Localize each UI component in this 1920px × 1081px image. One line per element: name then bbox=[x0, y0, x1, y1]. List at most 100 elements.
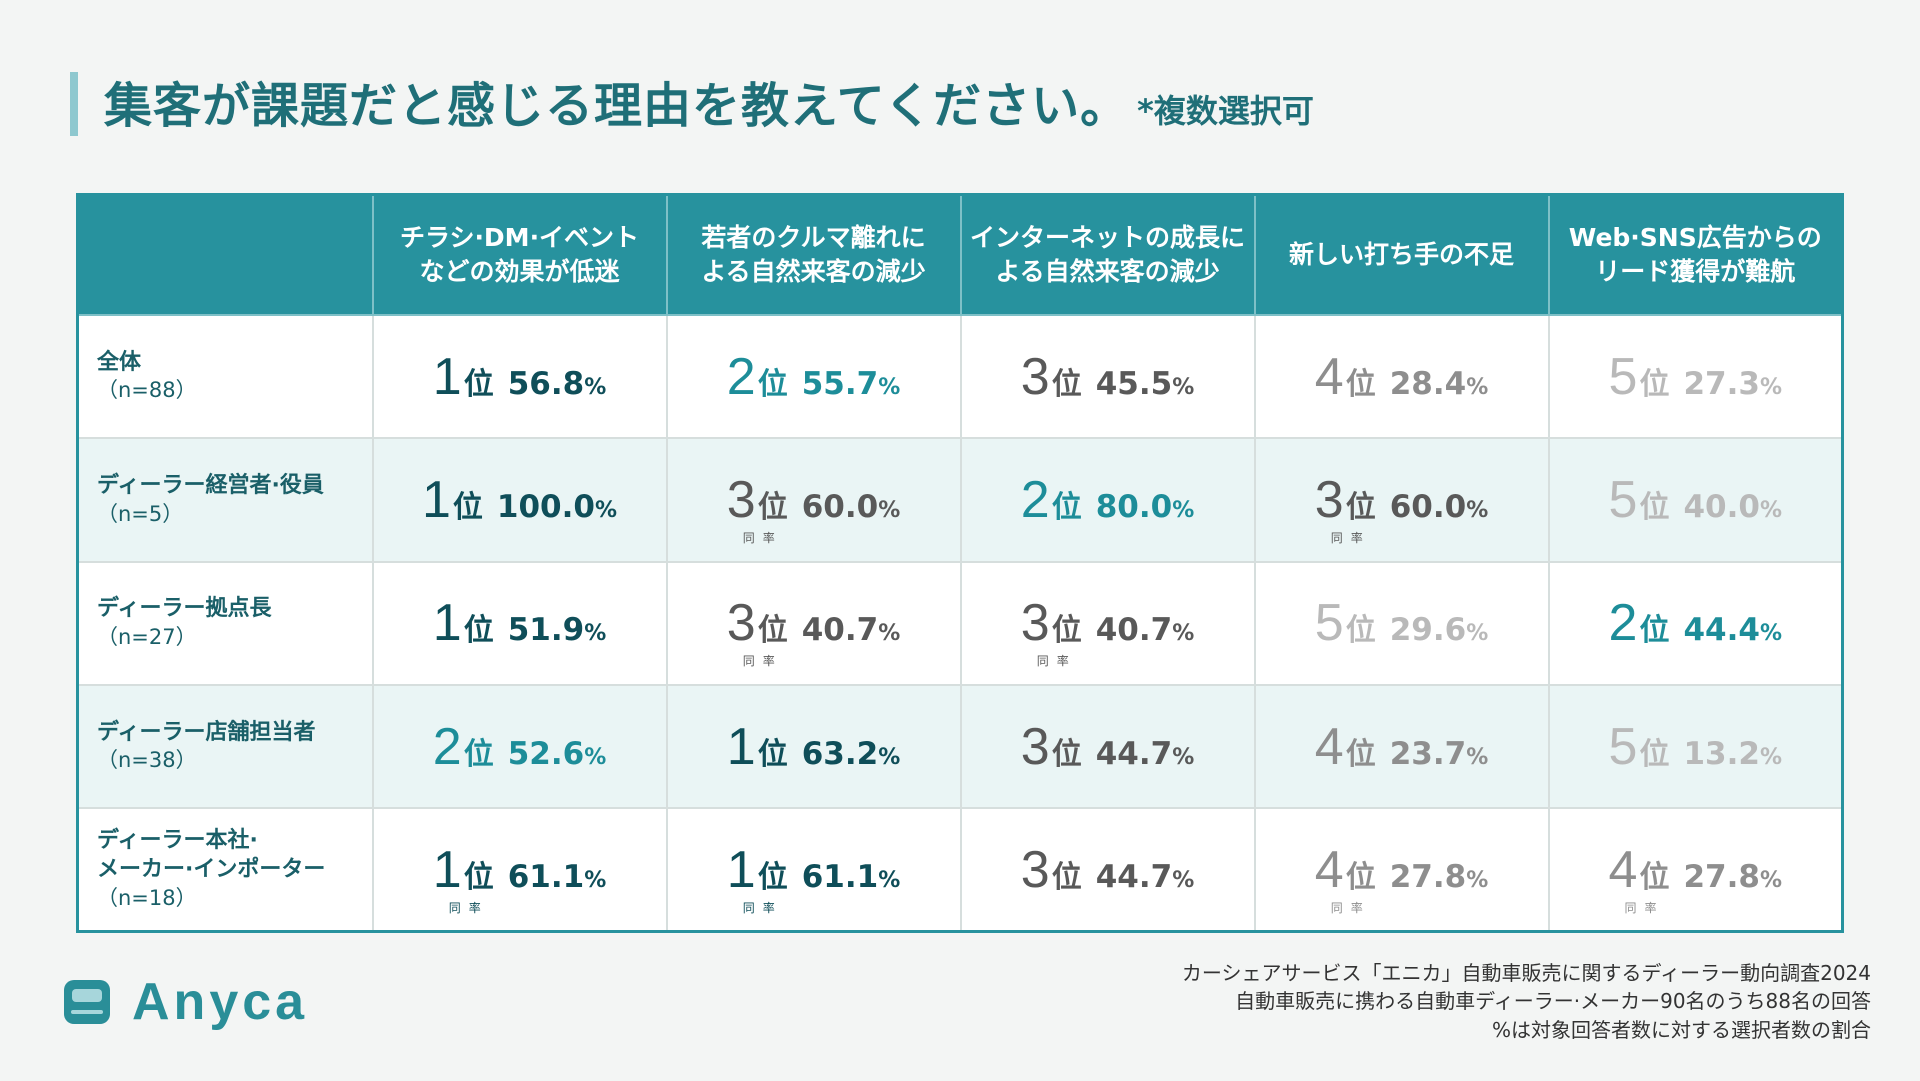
percentage-unit: % bbox=[1172, 497, 1195, 523]
percentage-value: 40.0 bbox=[1683, 488, 1760, 525]
column-header: 新しい打ち手の不足 bbox=[1253, 193, 1550, 316]
percentage-unit: % bbox=[878, 744, 901, 770]
percentage: 13.2% bbox=[1683, 736, 1782, 772]
row-sample-size: （n=27） bbox=[97, 624, 197, 649]
rank-cell: 2 位 55.7% bbox=[665, 313, 962, 440]
rank-number: 2 bbox=[1608, 594, 1638, 653]
rank-number: 1 bbox=[421, 470, 451, 529]
percentage-unit: % bbox=[1466, 744, 1489, 770]
rank-suffix: 位 bbox=[1345, 859, 1376, 895]
rank-value: 1 位 51.9% bbox=[433, 597, 606, 649]
rank-value: 1 位 61.1% 同率 bbox=[727, 844, 901, 915]
rank-suffix: 位 bbox=[1051, 736, 1082, 772]
percentage-value: 40.7 bbox=[801, 612, 879, 649]
percentage: 45.5% bbox=[1096, 366, 1195, 402]
rank-suffix: 位 bbox=[463, 613, 494, 649]
rank-value: 4 位 27.8% 同率 bbox=[1315, 844, 1489, 915]
percentage: 40.7% bbox=[1096, 612, 1195, 648]
percentage-value: 13.2 bbox=[1683, 735, 1760, 772]
rank-number: 4 bbox=[1314, 717, 1344, 776]
row-sample-size: （n=88） bbox=[97, 378, 197, 403]
percentage-value: 51.9 bbox=[507, 612, 585, 649]
percentage: 61.1% bbox=[508, 859, 607, 895]
tie-note: 同率 bbox=[742, 654, 783, 669]
column-header: Web·SNS広告からの リード獲得が難航 bbox=[1547, 193, 1844, 316]
percentage: 100.0% bbox=[497, 489, 617, 525]
rank-value: 3 位 44.7% bbox=[1021, 721, 1194, 773]
rank-value: 1 位 61.1% 同率 bbox=[432, 840, 607, 915]
percentage-value: 60.0 bbox=[801, 488, 879, 525]
percentage-value: 100.0 bbox=[496, 488, 595, 525]
rank-cell: 4 位 27.8% 同率 bbox=[1547, 807, 1844, 933]
percentage-unit: % bbox=[1466, 867, 1489, 893]
rank-suffix: 位 bbox=[1051, 613, 1082, 649]
percentage-unit: % bbox=[1759, 497, 1782, 523]
rank-cell: 3 位 60.0% 同率 bbox=[665, 437, 962, 563]
rank-suffix: 位 bbox=[463, 859, 494, 895]
tie-note: 同率 bbox=[1330, 900, 1371, 915]
percentage-value: 56.8 bbox=[507, 365, 585, 402]
rank-cell: 3 位 60.0% 同率 bbox=[1253, 437, 1550, 563]
percentage: 29.6% bbox=[1390, 612, 1489, 648]
percentage: 40.7% bbox=[802, 612, 901, 648]
page-title: 集客が課題だと感じる理由を教えてください。 *複数選択可 bbox=[104, 66, 1314, 136]
row-header: ディーラー経営者·役員 （n=5） bbox=[76, 437, 374, 563]
rank-cell: 4 位 27.8% 同率 bbox=[1253, 807, 1550, 933]
rank-cell: 1 位 51.9% bbox=[371, 560, 668, 686]
table-row: ディーラー拠点長 （n=27） 1 位 51.9% 3 位 40.7% 同率 3 位 40.7% 同率 5… bbox=[76, 560, 1844, 686]
rank-cell: 1 位 56.8% bbox=[371, 313, 668, 440]
row-label: 全体 bbox=[97, 349, 142, 375]
rank-number: 3 bbox=[1020, 594, 1050, 653]
row-label: ディーラー店舗担当者 bbox=[97, 719, 316, 745]
rank-number: 3 bbox=[726, 470, 756, 529]
percentage-value: 44.7 bbox=[1095, 858, 1173, 895]
table-row: ディーラー経営者·役員 （n=5） 1 位 100.0% 3 位 60.0% 同率 2 位 80.0%… bbox=[76, 437, 1844, 563]
rank-value: 2 位 52.6% bbox=[433, 721, 606, 773]
rank-number: 1 bbox=[432, 840, 462, 899]
percentage: 55.7% bbox=[802, 366, 901, 402]
rank-suffix: 位 bbox=[757, 613, 788, 649]
rank-suffix: 位 bbox=[1639, 736, 1670, 772]
row-header: ディーラー本社· メーカー·インポーター （n=18） bbox=[76, 807, 374, 933]
rank-suffix: 位 bbox=[1051, 489, 1082, 525]
rank-number: 2 bbox=[726, 347, 756, 406]
rank-cell: 1 位 61.1% 同率 bbox=[371, 807, 668, 933]
rank-value: 4 位 23.7% bbox=[1315, 721, 1488, 773]
row-header: 全体 （n=88） bbox=[76, 313, 374, 440]
source-line: カーシェアサービス「エニカ」自動車販売に関するディーラー動向調査2024 bbox=[1181, 961, 1871, 985]
percentage: 63.2% bbox=[802, 736, 901, 772]
rank-number: 2 bbox=[1020, 470, 1050, 529]
percentage-value: 60.0 bbox=[1389, 488, 1467, 525]
percentage-value: 55.7 bbox=[801, 365, 879, 402]
percentage-value: 44.7 bbox=[1095, 735, 1173, 772]
rank-number: 5 bbox=[1608, 470, 1638, 529]
rank-cell: 1 位 100.0% bbox=[371, 437, 668, 563]
rank-value: 5 位 13.2% bbox=[1609, 721, 1782, 773]
percentage-unit: % bbox=[1172, 374, 1195, 400]
rank-value: 1 位 56.8% bbox=[433, 351, 606, 403]
rank-number: 5 bbox=[1608, 717, 1638, 776]
rank-number: 1 bbox=[726, 717, 756, 776]
percentage: 60.0% bbox=[1390, 489, 1489, 525]
percentage-unit: % bbox=[584, 621, 607, 647]
rank-value: 3 位 45.5% bbox=[1021, 351, 1194, 403]
rank-number: 4 bbox=[1608, 840, 1638, 899]
rank-value: 2 位 44.4% bbox=[1609, 597, 1782, 649]
percentage: 23.7% bbox=[1390, 736, 1489, 772]
row-label: ディーラー本社· メーカー·インポーター bbox=[97, 828, 326, 882]
rank-number: 1 bbox=[432, 594, 462, 653]
tie-note: 同率 bbox=[1036, 654, 1077, 669]
rank-cell: 5 位 40.0% bbox=[1547, 437, 1844, 563]
rank-suffix: 位 bbox=[452, 489, 483, 525]
percentage: 44.7% bbox=[1096, 736, 1195, 772]
percentage-value: 63.2 bbox=[801, 735, 879, 772]
percentage: 27.3% bbox=[1683, 366, 1782, 402]
table-row: 全体 （n=88） 1 位 56.8% 2 位 55.7% 3 位 45.5% 4 位 28.4% 5 位 27… bbox=[76, 313, 1844, 440]
percentage-unit: % bbox=[878, 867, 901, 893]
row-header: ディーラー店舗担当者 （n=38） bbox=[76, 683, 374, 810]
rank-number: 2 bbox=[432, 717, 462, 776]
rank-cell: 1 位 63.2% bbox=[665, 683, 962, 810]
rank-suffix: 位 bbox=[757, 366, 788, 402]
percentage: 80.0% bbox=[1096, 489, 1195, 525]
percentage: 44.4% bbox=[1683, 612, 1782, 648]
